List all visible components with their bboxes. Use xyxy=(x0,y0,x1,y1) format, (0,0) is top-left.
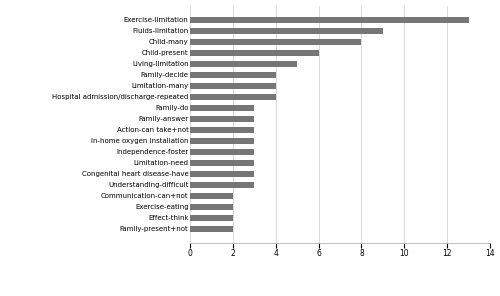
Bar xyxy=(190,204,233,210)
Bar xyxy=(190,127,254,133)
Bar xyxy=(190,171,254,177)
Bar xyxy=(190,83,276,89)
Bar xyxy=(190,72,276,78)
Bar xyxy=(190,105,254,111)
Bar xyxy=(190,226,233,232)
Bar xyxy=(190,17,468,23)
Bar xyxy=(190,50,318,56)
Bar xyxy=(190,39,362,45)
Bar xyxy=(190,116,254,122)
Bar xyxy=(190,61,297,67)
Bar xyxy=(190,182,254,188)
Bar xyxy=(190,193,233,199)
Bar xyxy=(190,138,254,144)
Bar xyxy=(190,28,383,34)
Bar xyxy=(190,215,233,221)
Bar xyxy=(190,160,254,166)
Bar xyxy=(190,149,254,155)
Bar xyxy=(190,94,276,100)
